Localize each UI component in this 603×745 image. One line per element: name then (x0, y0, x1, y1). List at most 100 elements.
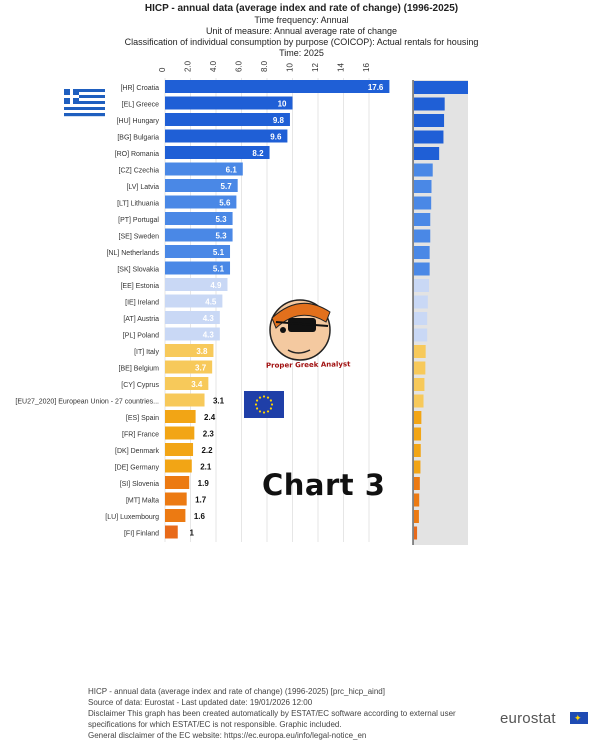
chart-footer: HICP - annual data (average index and ra… (88, 686, 508, 741)
bar (165, 377, 209, 390)
bar (165, 344, 214, 357)
data-label: 8.2 (252, 149, 264, 158)
greek-flag-stripe (64, 101, 105, 105)
eu-flag-star (262, 395, 266, 398)
data-label: 5.3 (215, 215, 227, 224)
bar (165, 294, 223, 308)
greek-flag-stripe (64, 110, 105, 114)
mini-bar (414, 477, 420, 490)
bar (165, 492, 187, 506)
data-label: 5.1 (213, 265, 225, 274)
mini-bar (414, 444, 421, 457)
x-tick-label: 0 (158, 67, 167, 72)
mini-bar (414, 394, 424, 408)
footer-dataset: HICP - annual data (average index and ra… (88, 687, 385, 696)
category-label: [LV] Latvia (126, 184, 159, 191)
mini-bar (414, 196, 432, 210)
mini-bar (414, 493, 420, 507)
data-label: 4.3 (203, 331, 215, 340)
bar (165, 146, 270, 159)
data-label: 10 (278, 100, 287, 109)
mini-bar (414, 229, 431, 243)
bar (165, 393, 205, 407)
mini-bar (414, 81, 468, 94)
bar-chart: 0 2.0 4.0 6.0 8.0 10 12 14 16 [HR] Croatia 17.6 [EL… (15, 60, 468, 545)
category-label: [EE] Estonia (120, 283, 159, 290)
data-label: 5.6 (219, 199, 231, 208)
eu-flag-star (269, 407, 273, 410)
category-label: [DE] Germany (115, 465, 160, 472)
mini-bar (414, 147, 440, 160)
eu-flag-star (254, 403, 258, 406)
category-label: [PT] Portugal (118, 217, 159, 224)
analyst-eye (280, 327, 286, 333)
eu-flag (244, 391, 284, 418)
bar (165, 113, 290, 126)
subtitle-frequency: Time frequency: Annual (254, 15, 349, 25)
bar (165, 443, 194, 456)
eu-flag-star (269, 399, 273, 402)
category-label: [RO] Romania (115, 151, 159, 158)
data-label: 2.4 (204, 413, 216, 422)
greek-flag-stripe (64, 104, 105, 108)
bar (165, 410, 196, 423)
mini-bar (414, 345, 426, 358)
category-label: [EL] Greece (122, 102, 159, 109)
footer-general-disclaimer: General disclaimer of the EC website: ht… (88, 731, 367, 740)
bar (165, 327, 220, 341)
analyst-hat (271, 302, 331, 329)
analyst-mouth (287, 349, 311, 354)
bar (165, 245, 231, 258)
bar (165, 311, 220, 324)
bar (165, 162, 243, 176)
mini-bar (414, 411, 422, 424)
mini-bar (414, 180, 432, 193)
mini-bar (414, 510, 419, 523)
bar (165, 525, 178, 539)
data-label: 3.8 (196, 347, 208, 356)
category-label: [SI] Slovenia (120, 481, 159, 488)
category-label: [AT] Austria (123, 316, 159, 323)
chart-title: HICP - annual data (average index and ra… (144, 3, 459, 14)
category-label: [NL] Netherlands (106, 250, 159, 257)
greek-flag-stripe (64, 92, 105, 96)
mini-bar (414, 246, 430, 259)
eu-flag-star (255, 407, 259, 410)
data-label: 17.6 (368, 83, 384, 92)
mini-bar (414, 97, 445, 111)
footer-disclaimer-1: Disclaimer This graph has been created a… (88, 709, 456, 718)
category-label: [HR] Croatia (120, 85, 159, 92)
data-label: 2.2 (201, 446, 213, 455)
bar (165, 228, 233, 242)
bar (165, 360, 213, 374)
category-label: [SE] Sweden (119, 234, 160, 241)
subtitle-unit: Unit of measure: Annual average rate of … (205, 26, 398, 36)
mini-bar (414, 361, 426, 375)
subtitle-classification: Classification of individual consumption… (124, 37, 479, 47)
data-label: 2.3 (203, 430, 215, 439)
mini-bar (414, 213, 431, 226)
footer-disclaimer-2: specifications for which ESTAT/EC is not… (88, 720, 342, 729)
data-label: 5.3 (215, 232, 227, 241)
data-label: 3.1 (213, 397, 225, 406)
data-label: 9.8 (273, 116, 285, 125)
bar (165, 195, 237, 209)
data-label: 5.1 (213, 248, 225, 257)
bar (165, 179, 238, 192)
mini-bar (414, 460, 421, 474)
category-label: [BE] Belgium (119, 366, 160, 373)
eu-flag-star (262, 411, 266, 414)
bar (165, 96, 293, 110)
bar (165, 261, 231, 275)
greek-flag-cross (64, 95, 79, 98)
bar (165, 212, 233, 225)
x-tick-label: 14 (337, 63, 346, 72)
category-label: [FI] Finland (124, 531, 159, 538)
category-label: [BG] Bulgaria (117, 135, 159, 142)
bar (165, 459, 192, 473)
data-label: 1.9 (198, 479, 210, 488)
x-tick-label: 8.0 (260, 60, 269, 72)
category-label: [SK] Slovakia (117, 267, 159, 274)
bar (165, 80, 390, 93)
x-tick-label: 2.0 (184, 60, 193, 72)
